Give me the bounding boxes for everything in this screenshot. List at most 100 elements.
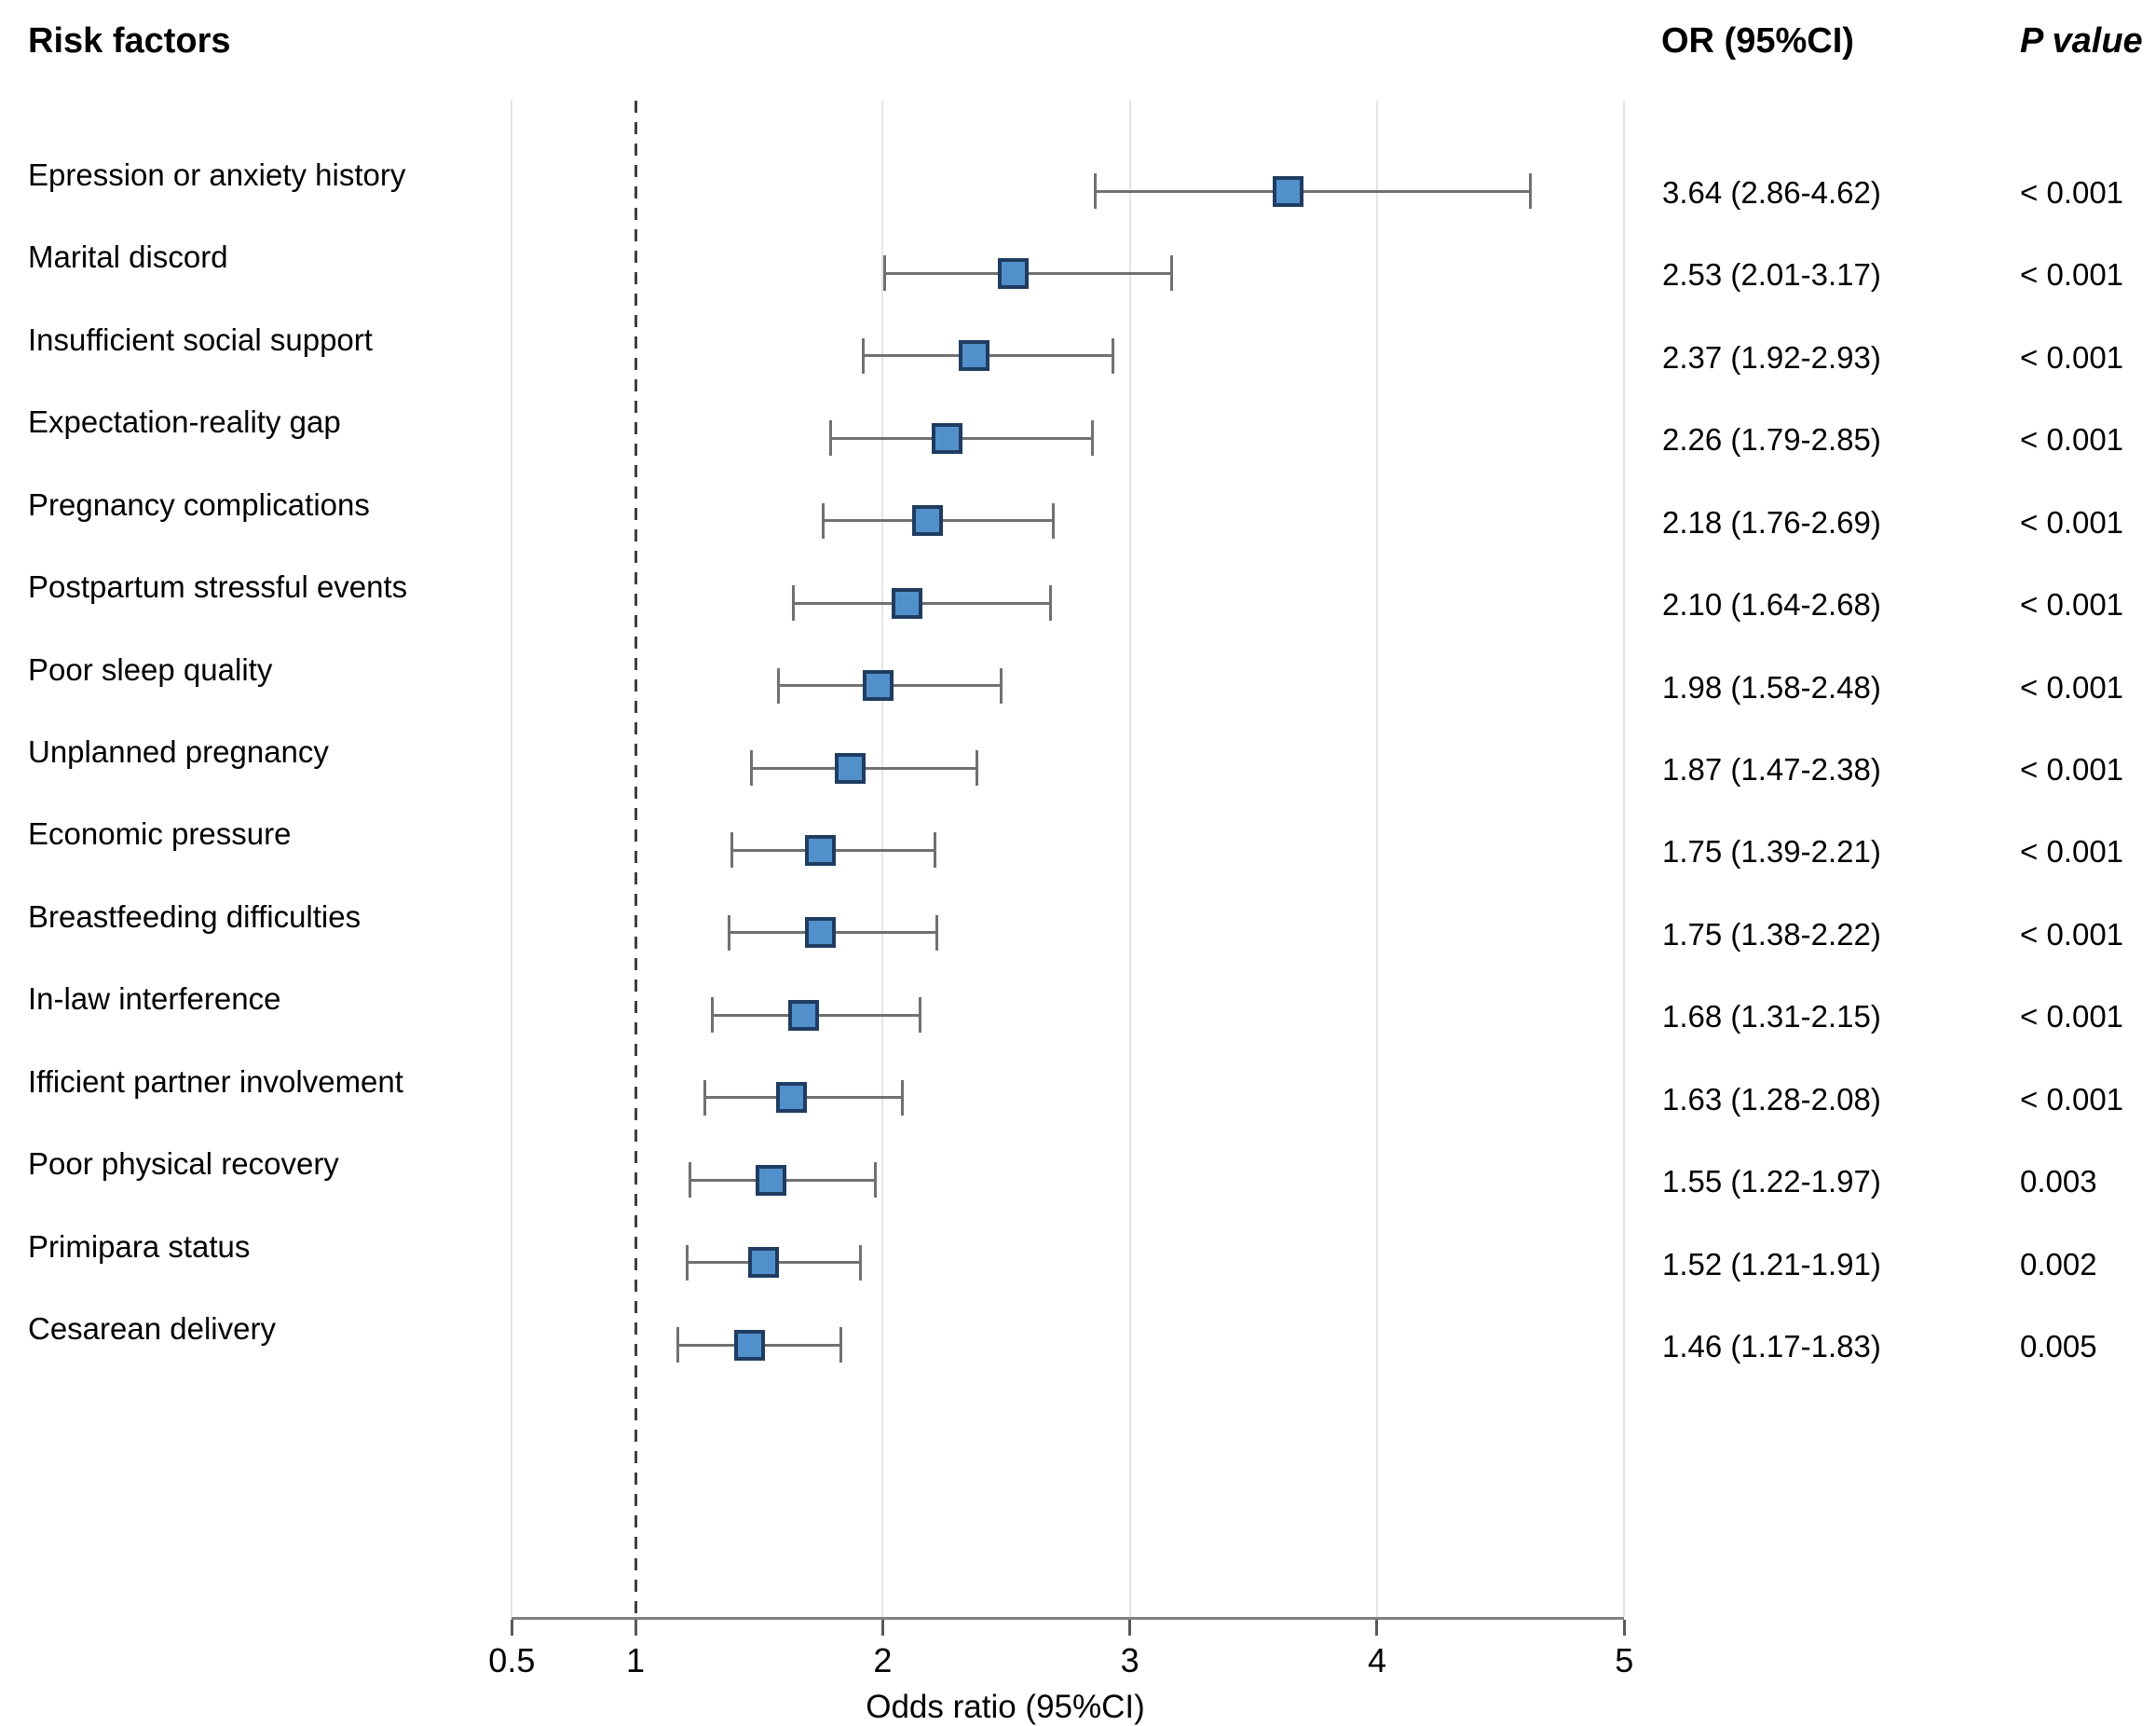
- ci-cap-right: [918, 997, 921, 1034]
- ci-cap-left: [750, 750, 754, 786]
- ci-cap-left: [1094, 173, 1097, 209]
- row-label: In-law interference: [28, 981, 281, 1017]
- or-marker: [775, 1082, 807, 1114]
- column-header-or-ci: OR (95%CI): [1661, 21, 1854, 61]
- or-ci-value: 1.55 (1.22-1.97): [1662, 1164, 1881, 1199]
- or-marker: [862, 670, 894, 702]
- ci-cap-right: [975, 750, 978, 786]
- or-ci-value: 1.75 (1.39-2.21): [1662, 834, 1881, 870]
- ci-cap-left: [688, 1162, 691, 1199]
- column-header-p-value: P value: [2020, 21, 2143, 61]
- or-ci-value: 2.18 (1.76-2.69): [1662, 504, 1881, 540]
- row-label: Breastfeeding difficulties: [28, 898, 362, 934]
- row-label: Postpartum stressful events: [28, 569, 408, 605]
- ci-cap-left: [728, 914, 731, 951]
- p-value: < 0.001: [2020, 504, 2124, 540]
- x-tick-label: 0.5: [488, 1641, 536, 1679]
- ci-cap-right: [873, 1162, 877, 1199]
- ci-cap-left: [675, 1327, 679, 1363]
- gridline: [1128, 101, 1131, 1617]
- p-value: < 0.001: [2020, 257, 2124, 293]
- or-ci-value: 1.46 (1.17-1.83): [1662, 1329, 1881, 1364]
- p-value: 0.002: [2020, 1246, 2097, 1281]
- x-axis-line: [512, 1617, 1625, 1620]
- or-marker: [787, 999, 819, 1031]
- ci-cap-left: [792, 585, 796, 622]
- ci-cap-left: [822, 502, 826, 539]
- or-ci-value: 2.53 (2.01-3.17): [1662, 257, 1881, 293]
- x-tick-label: 3: [1120, 1641, 1139, 1679]
- or-marker: [1272, 175, 1303, 207]
- x-tick-mark: [880, 1620, 884, 1636]
- x-tick-label: 4: [1367, 1641, 1386, 1679]
- or-ci-value: 1.52 (1.21-1.91): [1662, 1246, 1881, 1281]
- p-value: 0.005: [2020, 1329, 2097, 1364]
- gridline: [1375, 101, 1378, 1617]
- or-marker: [756, 1164, 787, 1196]
- row-label: Epression or anxiety history: [28, 158, 406, 192]
- p-value: < 0.001: [2020, 175, 2124, 210]
- x-tick-mark: [1622, 1620, 1626, 1636]
- ci-cap-left: [730, 832, 733, 869]
- x-tick-mark: [1375, 1620, 1379, 1636]
- ci-cap-left: [703, 1079, 706, 1116]
- or-marker: [959, 340, 989, 372]
- or-ci-value: 2.37 (1.92-2.93): [1662, 339, 1881, 375]
- row-label: Unplanned pregnancy: [28, 734, 329, 769]
- or-ci-value: 2.10 (1.64-2.68): [1662, 587, 1881, 623]
- ci-cap-right: [839, 1327, 842, 1363]
- row-label: Insufficient social support: [28, 322, 373, 357]
- ci-cap-right: [901, 1079, 905, 1116]
- row-label: Cesarean delivery: [28, 1311, 276, 1347]
- x-tick-mark: [1128, 1620, 1132, 1636]
- ci-cap-right: [1091, 420, 1095, 457]
- p-value: < 0.001: [2020, 999, 2124, 1034]
- ci-cap-right: [1528, 173, 1532, 209]
- row-label: Poor sleep quality: [28, 651, 273, 687]
- or-ci-value: 1.68 (1.31-2.15): [1662, 999, 1881, 1034]
- row-label: Marital discord: [28, 240, 228, 275]
- or-ci-value: 1.87 (1.47-2.38): [1662, 752, 1881, 787]
- column-header-risk-factors: Risk factors: [28, 21, 231, 61]
- ci-whisker: [1095, 189, 1531, 193]
- p-value: < 0.001: [2020, 422, 2124, 458]
- or-ci-value: 1.98 (1.58-2.48): [1662, 669, 1881, 705]
- ci-cap-right: [935, 914, 939, 951]
- ci-cap-left: [686, 1244, 689, 1281]
- x-tick-mark: [634, 1620, 637, 1636]
- p-value: < 0.001: [2020, 339, 2124, 375]
- or-marker: [931, 422, 962, 454]
- or-ci-value: 2.26 (1.79-2.85): [1662, 422, 1881, 458]
- p-value: < 0.001: [2020, 587, 2124, 623]
- or-marker: [805, 917, 837, 949]
- or-marker: [748, 1247, 780, 1279]
- x-tick-mark: [510, 1620, 513, 1636]
- ci-cap-right: [933, 832, 936, 869]
- ci-cap-right: [1051, 502, 1055, 539]
- or-marker: [892, 587, 923, 619]
- ci-cap-left: [883, 255, 887, 292]
- ci-cap-right: [858, 1244, 862, 1281]
- p-value: < 0.001: [2020, 834, 2124, 870]
- ci-cap-right: [1000, 667, 1003, 704]
- ci-cap-left: [710, 997, 714, 1034]
- x-tick-label: 2: [873, 1641, 893, 1679]
- row-label: Pregnancy complications: [28, 486, 370, 522]
- or-marker: [805, 834, 837, 866]
- ci-cap-left: [777, 667, 781, 704]
- row-label: Ifficient partner involvement: [28, 1063, 403, 1099]
- ci-cap-left: [829, 420, 833, 457]
- gridline: [511, 101, 513, 1617]
- ci-cap-right: [1049, 585, 1053, 622]
- ci-cap-right: [1170, 255, 1174, 292]
- p-value: 0.003: [2020, 1164, 2097, 1199]
- ci-cap-right: [1111, 337, 1114, 374]
- or-ci-value: 1.63 (1.28-2.08): [1662, 1081, 1881, 1116]
- row-label: Primipara status: [28, 1228, 251, 1264]
- or-marker: [733, 1329, 765, 1361]
- reference-line-or-1: [634, 101, 637, 1617]
- p-value: < 0.001: [2020, 916, 2124, 952]
- or-ci-value: 3.64 (2.86-4.62): [1662, 175, 1881, 210]
- x-tick-label: 5: [1615, 1641, 1634, 1679]
